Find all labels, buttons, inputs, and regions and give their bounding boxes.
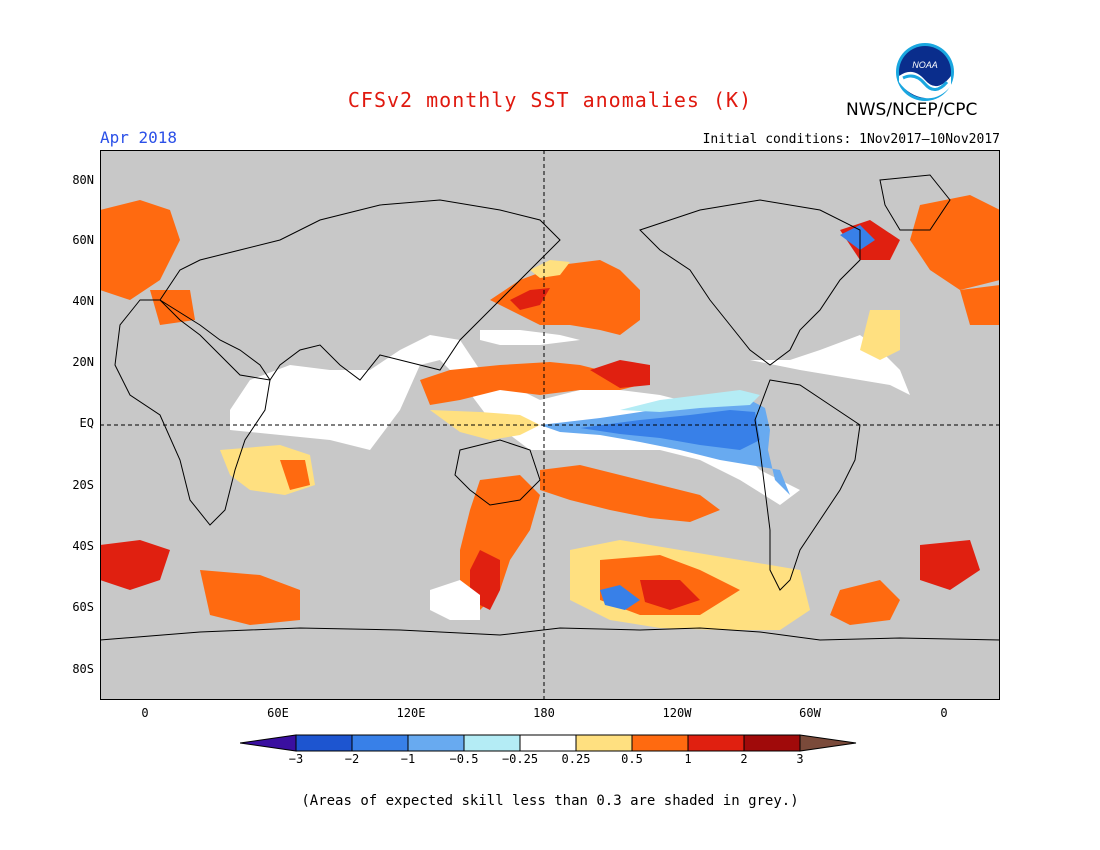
colorbar-swatch (295, 734, 353, 752)
colorbar-swatch (631, 734, 689, 752)
colorbar-swatch (575, 734, 633, 752)
initial-conditions: Initial conditions: 1Nov2017–10Nov2017 (702, 132, 1000, 147)
colorbar (240, 734, 857, 752)
colorbar-max-arrow (799, 734, 857, 752)
coastlines (100, 174, 1000, 641)
lon-label: 120W (662, 706, 692, 720)
lat-label: 80N (72, 173, 94, 187)
colorbar-label: 3 (796, 752, 804, 766)
colorbar-label: −1 (400, 752, 416, 766)
colorbar-swatch (351, 734, 409, 752)
lon-label: 180 (533, 706, 555, 720)
colorbar-min-arrow (240, 734, 297, 752)
colorbar-label: 0.25 (561, 752, 591, 766)
lat-label: EQ (79, 416, 94, 430)
colorbar-label: 1 (684, 752, 692, 766)
colorbar-swatch (743, 734, 801, 752)
agency-label: NWS/NCEP/CPC (846, 100, 978, 120)
colorbar-swatch (407, 734, 465, 752)
noaa-logo: NOAA (896, 43, 954, 101)
lat-label: 60S (72, 600, 94, 614)
forecast-period: Apr 2018 (100, 128, 178, 147)
lat-label: 60N (72, 233, 94, 247)
lon-label: 60E (267, 706, 289, 720)
sst-anomaly-map (100, 150, 1000, 700)
logo-text: NOAA (912, 60, 938, 70)
colorbar-label: 0.5 (621, 752, 643, 766)
colorbar-label: −2 (344, 752, 360, 766)
lat-label: 20N (72, 355, 94, 369)
colorbar-label: −3 (288, 752, 304, 766)
colorbar-swatch (519, 734, 577, 752)
lon-label: 0 (141, 706, 149, 720)
lon-label: 60W (799, 706, 821, 720)
lat-label: 40S (72, 539, 94, 553)
lat-label: 80S (72, 662, 94, 676)
lon-label: 120E (396, 706, 426, 720)
colorbar-swatch (687, 734, 745, 752)
lat-label: 40N (72, 294, 94, 308)
colorbar-label: −0.25 (501, 752, 539, 766)
skill-note: (Areas of expected skill less than 0.3 a… (301, 793, 799, 809)
colorbar-label: 2 (740, 752, 748, 766)
lon-label: 0 (940, 706, 948, 720)
anomaly-field (100, 195, 1000, 630)
lat-label: 20S (72, 478, 94, 492)
colorbar-swatch (463, 734, 521, 752)
chart-title: CFSv2 monthly SST anomalies (K) (347, 88, 753, 112)
colorbar-label: −0.5 (449, 752, 479, 766)
